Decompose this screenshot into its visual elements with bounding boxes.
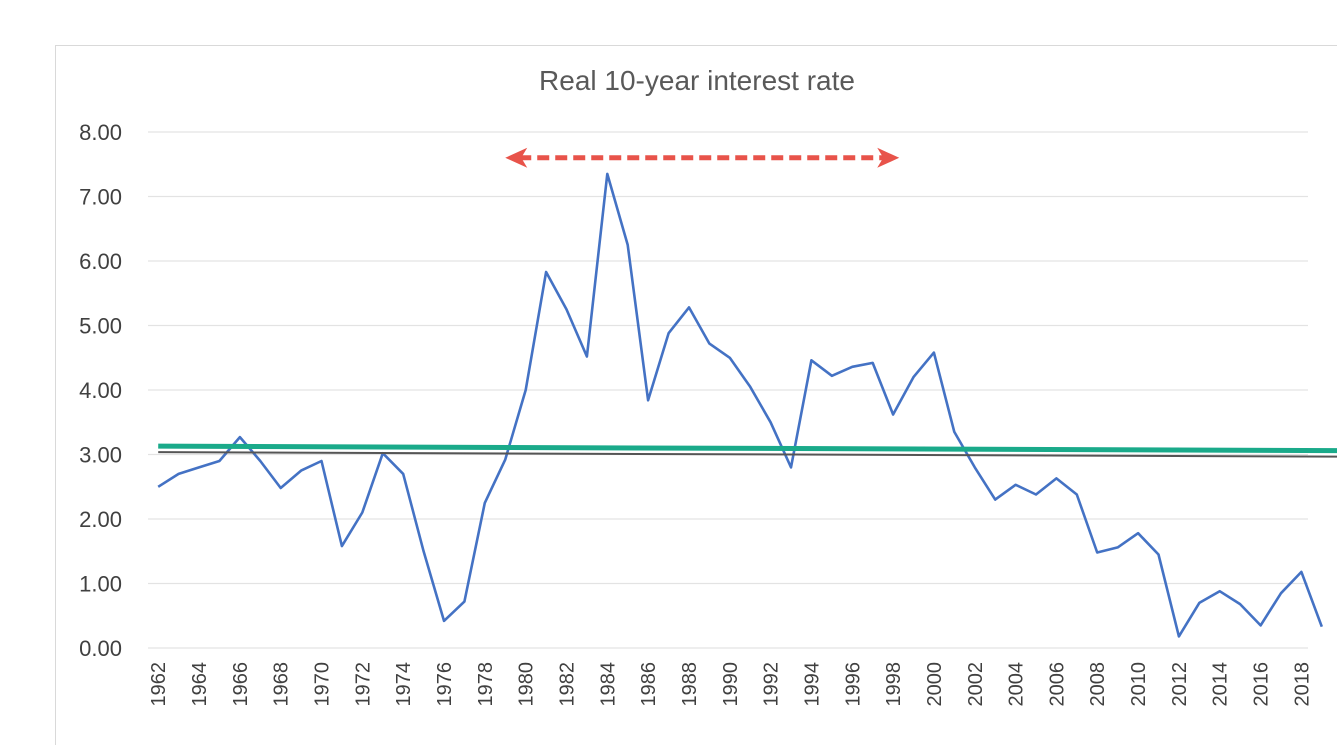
y-tick-label: 7.00: [79, 185, 122, 210]
x-tick-label: 1968: [271, 662, 293, 707]
average-line: [158, 443, 1337, 454]
x-tick-label: 2010: [1128, 662, 1150, 707]
x-tick-label: 2002: [965, 662, 987, 707]
y-tick-label: 5.00: [79, 314, 122, 339]
average-line-shadow: [158, 451, 1337, 458]
x-tick-label: 1984: [597, 662, 619, 707]
y-tick-label: 0.00: [79, 636, 122, 661]
y-tick-label: 3.00: [79, 443, 122, 468]
x-tick-label: 1970: [312, 662, 334, 707]
x-tick-label: 1998: [883, 662, 905, 707]
series-line: [157, 172, 1324, 638]
x-tick-label: 1972: [352, 662, 374, 707]
y-tick-label: 8.00: [79, 120, 122, 145]
chart-title: Real 10-year interest rate: [539, 65, 855, 96]
x-tick-label: 1992: [761, 662, 783, 707]
x-tick-label: 1988: [679, 662, 701, 707]
x-tick-label: 2000: [924, 662, 946, 707]
y-tick-label: 6.00: [79, 249, 122, 274]
x-tick-label: 1986: [638, 662, 660, 707]
x-tick-label: 1996: [842, 662, 864, 707]
y-tick-label: 1.00: [79, 572, 122, 597]
chart-frame: [55, 45, 1337, 745]
x-tick-label: 1980: [516, 662, 538, 707]
arrow-head-right: [877, 147, 900, 168]
x-tick-label: 1974: [393, 662, 415, 707]
x-tick-label: 2008: [1087, 662, 1109, 707]
x-tick-label: 1976: [434, 662, 456, 707]
x-tick-label: 2004: [1006, 662, 1028, 707]
x-tick-label: 1982: [556, 662, 578, 707]
x-tick-label: 1994: [801, 662, 823, 707]
x-tick-label: 1978: [475, 662, 497, 707]
x-tick-label: 2006: [1046, 662, 1068, 707]
x-tick-label: 1966: [230, 662, 252, 707]
x-tick-label: 1962: [148, 662, 170, 707]
arrow-head-left: [505, 147, 528, 168]
x-tick-label: 1964: [189, 662, 211, 707]
x-tick-label: 2012: [1169, 662, 1191, 707]
x-tick-label: 2014: [1210, 662, 1232, 707]
x-tick-label: 2016: [1251, 662, 1273, 707]
y-tick-label: 4.00: [79, 378, 122, 403]
y-tick-label: 2.00: [79, 507, 122, 532]
x-tick-label: 1990: [720, 662, 742, 707]
x-tick-label: 2018: [1291, 662, 1313, 707]
